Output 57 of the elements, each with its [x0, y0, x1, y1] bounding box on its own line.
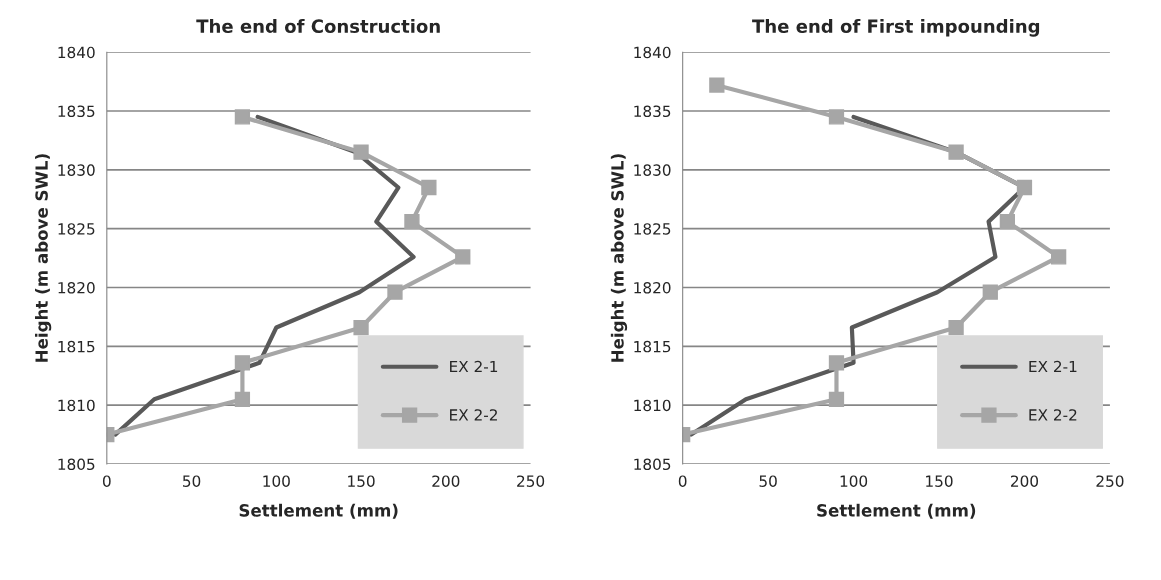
point: [982, 284, 998, 300]
y-tick-label: 1820: [58, 281, 95, 294]
y-axis-title: Height (m above SWL): [610, 154, 628, 362]
y-tick-label: 1835: [58, 105, 95, 118]
x-tick-label: 100: [840, 475, 868, 487]
x-tick-label: 150: [926, 475, 953, 487]
point: [999, 213, 1016, 230]
point: [353, 144, 369, 160]
y-tick-label: 1835: [634, 105, 671, 118]
point: [234, 109, 251, 125]
x-tick-label: 0: [678, 475, 687, 487]
point: [234, 355, 251, 371]
point: [948, 144, 964, 160]
y-tick-label: 1805: [634, 458, 671, 471]
point: [1051, 249, 1067, 265]
legend-label: EX 2-2: [1029, 409, 1077, 421]
point: [1016, 179, 1033, 196]
y-tick-label: 1815: [58, 340, 95, 353]
chart-title: The end of First impounding: [752, 19, 1040, 37]
x-axis-title: Settlement (mm): [817, 503, 976, 519]
x-tick-label: 250: [517, 475, 545, 487]
x-tick-label: 100: [263, 475, 290, 487]
point: [353, 319, 369, 336]
y-tick-label: 1840: [58, 46, 95, 59]
y-tick-label: 1840: [634, 46, 671, 59]
point: [404, 213, 420, 230]
point: [828, 355, 845, 371]
y-tick-label: 1810: [634, 399, 671, 412]
x-tick-label: 50: [759, 475, 777, 487]
y-tick-label: 1805: [58, 458, 95, 471]
point: [948, 319, 964, 336]
x-tick-label: 0: [102, 475, 111, 487]
point: [828, 391, 845, 407]
point: [455, 249, 471, 265]
x-tick-label: 200: [432, 475, 460, 487]
chart-title: The end of Construction: [196, 19, 440, 34]
x-tick-label: 150: [348, 475, 375, 487]
y-tick-label: 1830: [58, 164, 95, 176]
y-tick-label: 1810: [58, 399, 95, 412]
y-tick-label: 1820: [634, 281, 671, 294]
legend-label: EX 2-1: [1029, 360, 1077, 373]
y-axis-title: Height (m above SWL): [35, 154, 52, 362]
x-axis-title: Settlement (mm): [239, 503, 398, 519]
y-tick-label: 1825: [634, 223, 671, 235]
x-tick-label: 250: [1096, 475, 1124, 487]
legend-label: EX 2-1: [450, 360, 498, 373]
point: [709, 77, 725, 93]
y-tick-label: 1830: [634, 164, 671, 176]
point: [828, 109, 845, 125]
legend-label: EX 2-2: [450, 409, 497, 421]
point: [421, 179, 437, 196]
x-tick-label: 200: [1011, 475, 1039, 487]
y-tick-label: 1825: [58, 223, 95, 235]
point: [234, 391, 251, 407]
x-tick-label: 50: [183, 475, 201, 487]
point: [387, 284, 403, 300]
y-tick-label: 1815: [634, 340, 671, 353]
